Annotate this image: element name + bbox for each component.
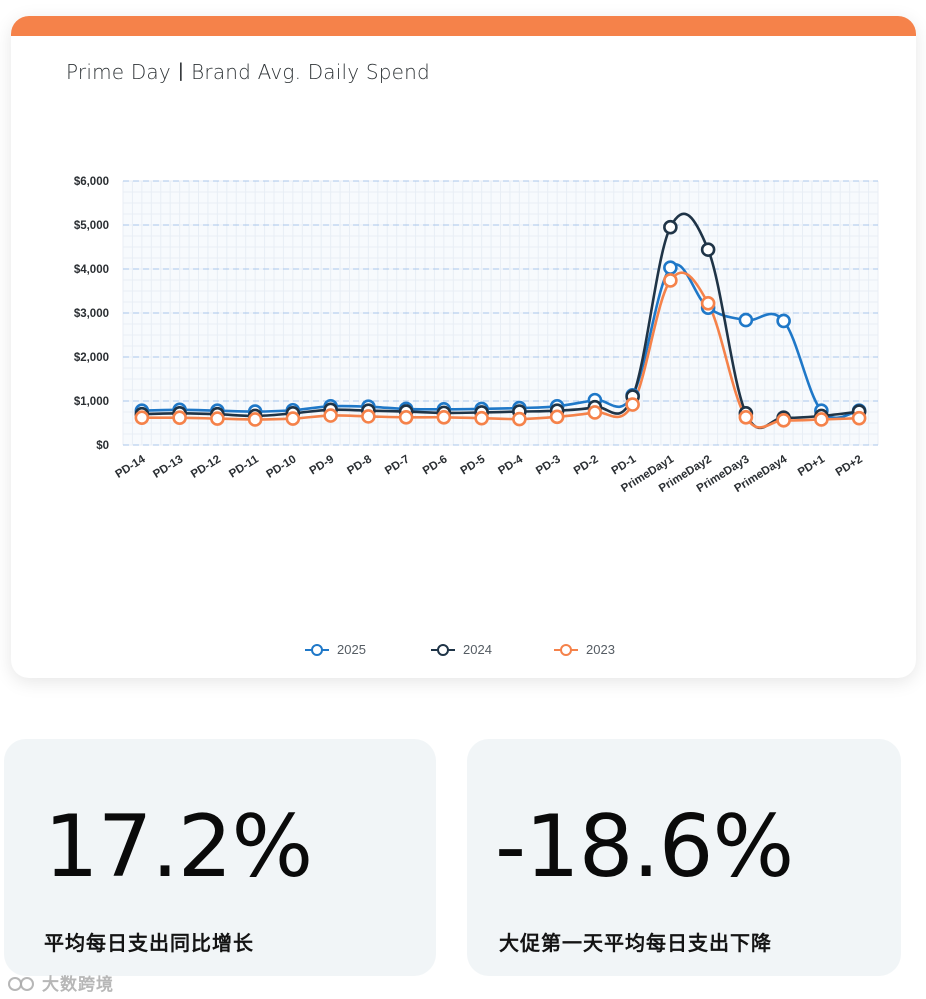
y-tick-label: $0: [96, 440, 109, 452]
data-point-2023: [587, 405, 603, 420]
y-tick-label: $4,000: [74, 264, 109, 276]
data-point-2023: [285, 411, 301, 426]
stat-label: 大促第一天平均每日支出下降: [499, 931, 772, 955]
data-point-2025: [738, 312, 754, 328]
x-tick-label: PD-11: [227, 453, 261, 480]
line-chart: $0 $1,000 $2,000 $3,000 $4,000 $5,000 $6,000 PD…: [74, 176, 879, 495]
legend-item-2024[interactable]: 2024: [431, 642, 492, 657]
data-point-2025: [776, 313, 791, 329]
x-tick-label: PD-13: [151, 453, 185, 480]
chart-title: Prime Day丨Brand Avg. Daily Spend: [66, 60, 430, 84]
stat-card-yoy-growth: 17.2% 平均每日支出同比增长: [4, 739, 436, 976]
x-tick-label: PD-8: [345, 453, 374, 477]
data-point-2023: [625, 397, 640, 412]
data-point-2023: [474, 410, 489, 426]
data-point-2023: [361, 409, 376, 424]
x-tick-label: PD-6: [421, 453, 450, 477]
card-accent-bar: [11, 16, 916, 36]
data-point-2023: [512, 411, 527, 427]
legend-swatch-icon: [554, 643, 578, 656]
x-tick-label: PD+1: [796, 453, 828, 479]
y-tick-label: $3,000: [74, 308, 109, 320]
x-tick-label: PD-3: [534, 453, 563, 477]
data-point-2023: [436, 409, 452, 425]
x-tick-label: PD-4: [496, 453, 525, 477]
x-tick-label: PD-9: [308, 453, 337, 477]
stat-label: 平均每日支出同比增长: [44, 931, 254, 955]
data-point-2023: [851, 410, 867, 426]
watermark-logo-icon: [8, 973, 38, 993]
legend-swatch-icon: [305, 643, 329, 656]
x-tick-label: PD+2: [834, 453, 865, 479]
legend-label: 2024: [463, 642, 492, 657]
data-point-2023: [776, 413, 791, 428]
x-tick-label: PD-7: [383, 453, 412, 477]
data-point-2023: [134, 410, 150, 426]
y-tick-label: $2,000: [74, 352, 109, 364]
data-point-2024: [700, 242, 716, 257]
data-point-2025: [663, 260, 678, 275]
data-point-2023: [549, 409, 565, 425]
y-tick-label: $5,000: [74, 220, 109, 232]
stat-card-primeday1-decline: -18.6% 大促第一天平均每日支出下降: [467, 739, 901, 976]
legend-swatch-icon: [431, 643, 455, 656]
chart-card: Prime Day丨Brand Avg. Daily Spend $0 $1,00…: [11, 16, 916, 678]
legend-label: 2023: [586, 642, 615, 657]
data-point-2023: [247, 412, 263, 427]
y-tick-label: $1,000: [74, 396, 109, 408]
legend-label: 2025: [337, 642, 366, 657]
watermark-text: 大数跨境: [42, 975, 114, 995]
data-point-2023: [738, 409, 754, 425]
data-point-2023: [210, 411, 225, 426]
data-point-2023: [700, 296, 716, 311]
stat-value: -18.6%: [495, 797, 794, 897]
data-point-2023: [814, 412, 829, 427]
x-tick-label: PD-12: [189, 453, 223, 480]
series-line-2024: [141, 212, 860, 430]
data-point-2023: [172, 410, 187, 426]
data-point-2024: [663, 219, 678, 235]
data-point-2023: [398, 409, 414, 425]
legend-item-2025[interactable]: 2025: [305, 642, 366, 657]
y-tick-label: $6,000: [74, 176, 109, 188]
x-tick-label: PD-14: [113, 453, 148, 481]
x-tick-label: PD-5: [459, 453, 488, 477]
data-point-2023: [323, 408, 338, 423]
x-tick-label: PD-1: [610, 453, 639, 477]
x-tick-label: PD-2: [572, 453, 601, 477]
watermark: 大数跨境: [8, 970, 114, 995]
stat-value: 17.2%: [44, 797, 313, 897]
legend-item-2023[interactable]: 2023: [554, 642, 615, 657]
data-point-2023: [663, 273, 678, 288]
x-tick-label: PD-10: [264, 453, 298, 480]
chart-legend: 2025 2024 2023: [11, 642, 916, 662]
